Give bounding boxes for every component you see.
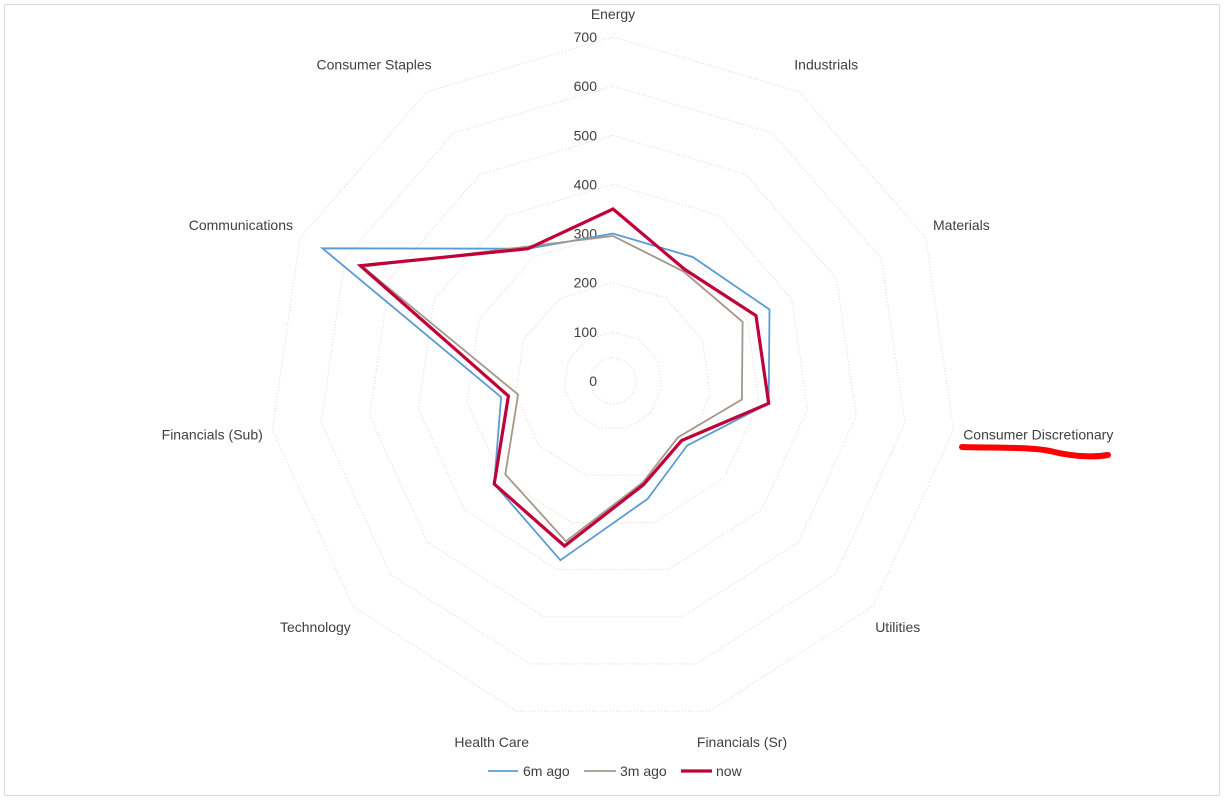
legend-label-6m-ago: 6m ago	[523, 763, 570, 779]
annotation-underline	[959, 444, 1111, 460]
grid-ring-400	[417, 183, 809, 571]
category-labels: Energy Industrials Materials Consumer Discr…	[162, 6, 1114, 750]
series-lines	[319, 207, 771, 562]
category-label-health-care: Health Care	[454, 734, 529, 750]
series-line-now	[356, 207, 771, 549]
tick-label-700: 700	[574, 29, 598, 45]
category-label-industrials: Industrials	[794, 57, 858, 73]
grid-ring-600	[320, 85, 906, 665]
tick-label-600: 600	[574, 78, 598, 94]
tick-label-100: 100	[574, 324, 598, 340]
tick-label-500: 500	[574, 127, 598, 143]
category-label-financials-sub: Financials (Sub)	[162, 427, 263, 443]
legend-label-now: now	[716, 763, 743, 779]
category-label-technology: Technology	[280, 619, 351, 635]
category-label-consumer-discretionary: Consumer Discretionary	[963, 427, 1113, 443]
series-line-6m-ago	[319, 232, 771, 562]
category-label-consumer-staples: Consumer Staples	[317, 57, 432, 73]
tick-label-400: 400	[574, 176, 598, 192]
grid-ring-200	[515, 282, 711, 476]
category-label-utilities: Utilities	[875, 619, 920, 635]
tick-label-0: 0	[589, 373, 597, 389]
tick-label-200: 200	[574, 275, 598, 291]
category-label-communications: Communications	[189, 217, 293, 233]
grid-ring-inner	[589, 356, 637, 405]
series-line-3m-ago	[360, 235, 744, 543]
radar-grid	[271, 36, 955, 712]
category-label-materials: Materials	[933, 217, 990, 233]
grid-ring-700	[271, 36, 955, 712]
grid-ring-100	[563, 331, 663, 429]
legend-label-3m-ago: 3m ago	[620, 763, 667, 779]
legend: 6m ago 3m ago now	[488, 763, 743, 779]
category-label-financials-sr: Financials (Sr)	[697, 734, 787, 750]
category-label-energy: Energy	[591, 6, 635, 22]
